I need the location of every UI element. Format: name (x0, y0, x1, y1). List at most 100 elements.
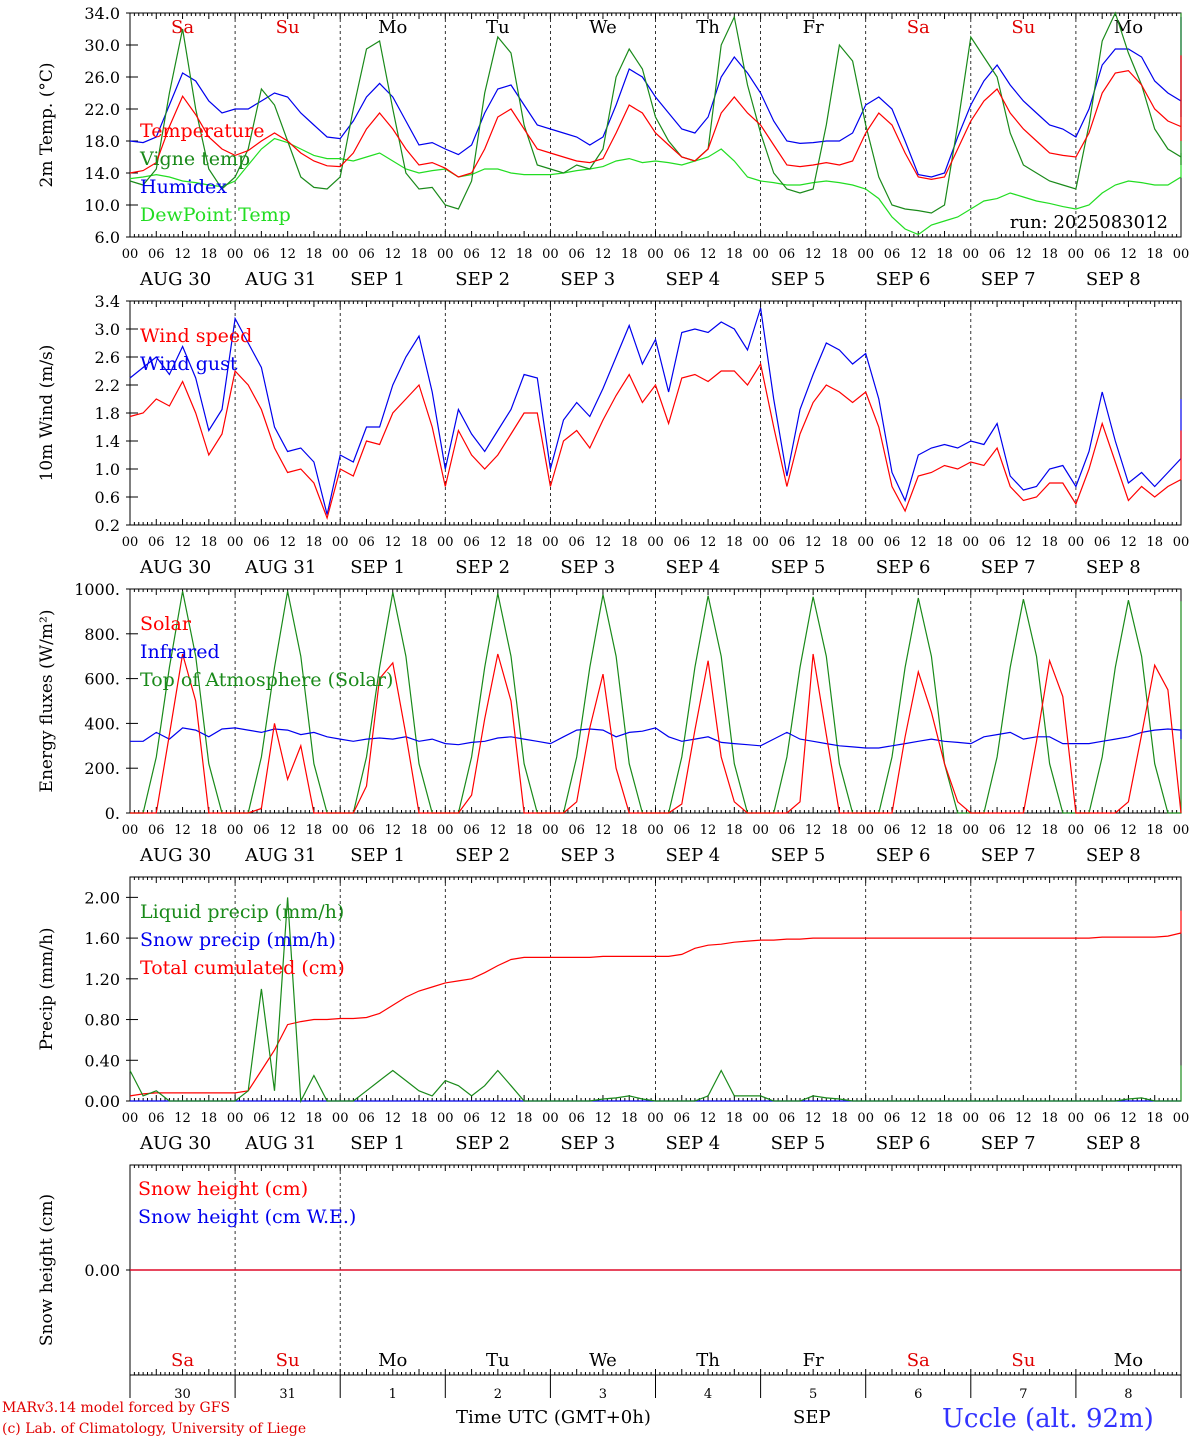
hour-tick-label: 12 (174, 535, 191, 550)
y-tick-label: 18.0 (84, 132, 120, 151)
y-tick-label: 3.0 (95, 320, 120, 339)
hour-tick-label: 12 (279, 535, 296, 550)
hour-tick-label: 00 (963, 823, 980, 838)
date-label: SEP 5 (771, 1133, 826, 1154)
hour-tick-label: 12 (384, 823, 401, 838)
hour-tick-label: 12 (910, 247, 927, 262)
hour-tick-label: 06 (253, 823, 270, 838)
weekday-label: Su (276, 1350, 300, 1371)
hour-tick-label: 18 (201, 535, 218, 550)
hour-tick-label: 18 (201, 247, 218, 262)
hour-tick-label: 06 (674, 535, 691, 550)
hour-tick-label: 06 (358, 1111, 375, 1126)
credit-line-1: MARv3.14 model forced by GFS (2, 1400, 230, 1416)
hour-tick-label: 06 (884, 823, 901, 838)
hour-tick-label: 06 (148, 1111, 165, 1126)
legend-entry: Total cumulated (cm) (140, 957, 345, 979)
legend-entry: Snow precip (mm/h) (140, 929, 336, 951)
series-line (129, 897, 1182, 1104)
hour-tick-label: 06 (674, 823, 691, 838)
hour-tick-label: 12 (384, 247, 401, 262)
y-tick-label: 2.00 (84, 888, 120, 907)
weekday-label: Fr (803, 17, 824, 38)
hour-tick-label: 06 (989, 1111, 1006, 1126)
hour-tick-label: 06 (1094, 1111, 1111, 1126)
hour-tick-label: 06 (779, 1111, 796, 1126)
y-axis-label: 2m Temp. (°C) (37, 62, 57, 187)
date-label: SEP 4 (666, 557, 721, 578)
date-label: SEP 8 (1086, 1133, 1141, 1154)
series-line (130, 591, 1182, 814)
hour-tick-label: 00 (122, 823, 139, 838)
panel-3: 0. 200. 400. 600. 800. 1000. Energy fluxes (W/… (37, 580, 1189, 866)
y-tick-label: 26.0 (84, 68, 120, 87)
date-label: AUG 30 (139, 557, 211, 578)
date-label: SEP 4 (666, 1133, 721, 1154)
hour-tick-label: 06 (1094, 823, 1111, 838)
y-tick-label: 200. (84, 759, 120, 778)
hour-tick-label: 12 (279, 823, 296, 838)
hour-tick-label: 00 (542, 247, 559, 262)
date-label: AUG 30 (139, 269, 211, 290)
date-label: AUG 31 (244, 1133, 316, 1154)
day-number: 8 (1124, 1387, 1132, 1402)
series-line (129, 910, 1182, 1097)
plot-frame (129, 300, 1182, 526)
hour-tick-label: 06 (148, 247, 165, 262)
hour-tick-label: 06 (989, 247, 1006, 262)
legend-entry: Wind gust (140, 353, 238, 375)
hour-tick-label: 06 (568, 535, 585, 550)
hour-tick-label: 00 (857, 247, 874, 262)
weekday-label: Su (276, 17, 300, 38)
hour-tick-label: 06 (148, 535, 165, 550)
legend-entry: Snow height (cm W.E.) (138, 1206, 356, 1228)
date-label: SEP 2 (455, 1133, 510, 1154)
panel-5: 0.00 Snow height (cm) Snow height (cm) Snow… (37, 1164, 1182, 1402)
hour-tick-label: 18 (726, 535, 743, 550)
hour-tick-label: 00 (332, 823, 349, 838)
hour-tick-label: 12 (700, 247, 717, 262)
y-tick-label: 800. (84, 625, 120, 644)
hour-tick-label: 12 (279, 247, 296, 262)
hour-tick-label: 12 (384, 535, 401, 550)
series-line (129, 55, 1182, 181)
legend-entry: DewPoint Temp (140, 204, 291, 226)
hour-tick-label: 12 (1120, 1111, 1137, 1126)
hour-tick-label: 18 (1146, 1111, 1163, 1126)
hour-tick-label: 12 (805, 1111, 822, 1126)
hour-tick-label: 06 (674, 247, 691, 262)
y-tick-label: 1.60 (84, 929, 120, 948)
hour-tick-label: 06 (568, 823, 585, 838)
hour-tick-label: 18 (1041, 1111, 1058, 1126)
weekday-label: Mo (378, 1350, 407, 1371)
hour-tick-label: 00 (647, 1111, 664, 1126)
hour-tick-label: 00 (437, 247, 454, 262)
hour-tick-label: 18 (411, 535, 428, 550)
y-tick-label: 10.0 (84, 196, 120, 215)
date-label: AUG 30 (139, 845, 211, 866)
y-tick-label: 2.2 (95, 376, 120, 395)
hour-tick-label: 06 (1094, 247, 1111, 262)
weekday-label: Th (696, 1350, 720, 1371)
hour-tick-label: 12 (595, 247, 612, 262)
y-tick-label: 22.0 (84, 100, 120, 119)
y-tick-label: 0.40 (84, 1051, 120, 1070)
hour-tick-label: 06 (253, 247, 270, 262)
date-label: SEP 5 (771, 845, 826, 866)
date-label: SEP 7 (981, 269, 1036, 290)
hour-tick-label: 00 (1068, 823, 1085, 838)
date-label: SEP 6 (876, 269, 931, 290)
series-line (129, 137, 1182, 236)
hour-tick-label: 12 (490, 823, 507, 838)
weekday-label: Su (1011, 1350, 1035, 1371)
date-label: SEP 7 (981, 1133, 1036, 1154)
hour-tick-label: 18 (936, 1111, 953, 1126)
day-number: 5 (809, 1387, 817, 1402)
hour-tick-label: 06 (674, 1111, 691, 1126)
hour-tick-label: 00 (857, 823, 874, 838)
hour-tick-label: 00 (752, 823, 769, 838)
run-label: run: 2025083012 (1010, 212, 1168, 233)
legend-entry: Infrared (140, 641, 220, 663)
hour-tick-label: 12 (700, 823, 717, 838)
date-label: AUG 31 (244, 557, 316, 578)
